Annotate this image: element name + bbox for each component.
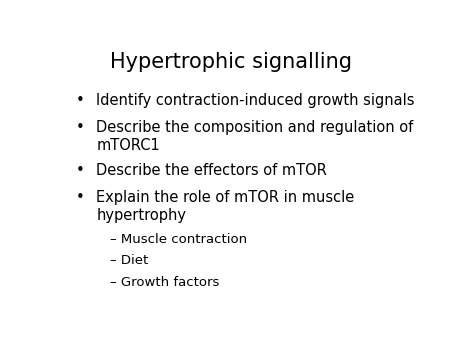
Text: •: • — [76, 93, 84, 107]
Text: •: • — [76, 190, 84, 205]
Text: •: • — [76, 120, 84, 135]
Text: Hypertrophic signalling: Hypertrophic signalling — [110, 52, 351, 72]
Text: •: • — [76, 163, 84, 178]
Text: Identify contraction-induced growth signals: Identify contraction-induced growth sign… — [96, 93, 415, 107]
Text: – Diet: – Diet — [110, 255, 148, 267]
Text: Describe the effectors of mTOR: Describe the effectors of mTOR — [96, 163, 327, 178]
Text: – Muscle contraction: – Muscle contraction — [110, 233, 248, 246]
Text: – Growth factors: – Growth factors — [110, 276, 220, 289]
Text: Describe the composition and regulation of
mTORC1: Describe the composition and regulation … — [96, 120, 414, 153]
Text: Explain the role of mTOR in muscle
hypertrophy: Explain the role of mTOR in muscle hyper… — [96, 190, 355, 223]
